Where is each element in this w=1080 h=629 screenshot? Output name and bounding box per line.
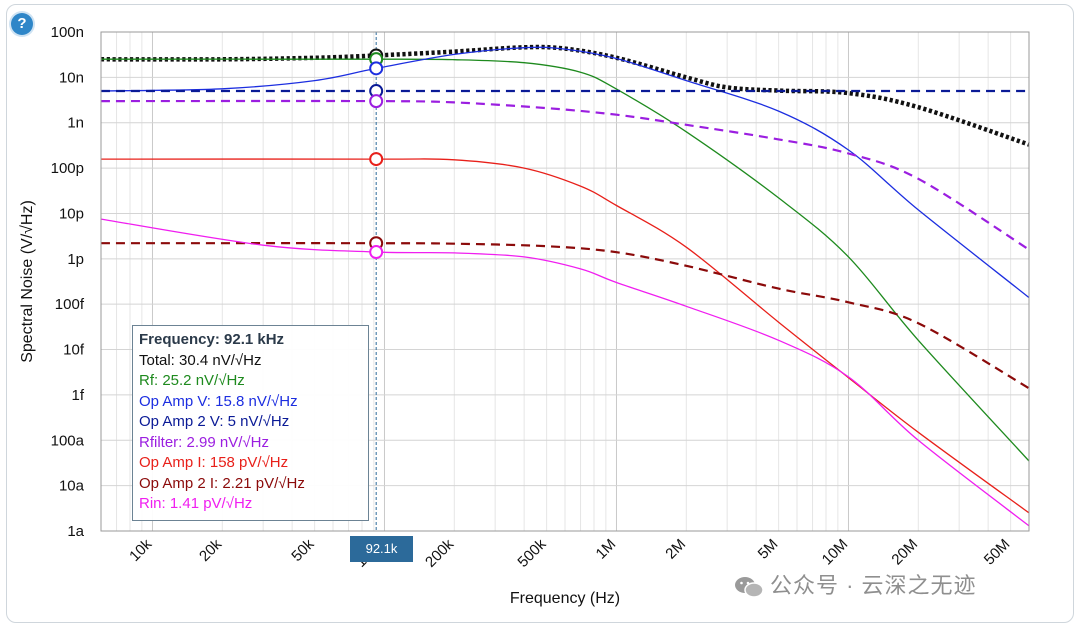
readout-row: Rf: 25.2 nV/√Hz (139, 372, 245, 389)
readout-row: Op Amp 2 I: 2.21 pV/√Hz (139, 474, 305, 492)
y-axis-label: Spectral Noise (V/√Hz) (19, 200, 36, 363)
x-tick-label: 10M (819, 536, 852, 569)
y-tick-label: 1f (71, 387, 84, 404)
readout-row: Op Amp 2 V: 5 nV/√Hz (139, 413, 290, 430)
plot-border (100, 31, 1030, 532)
watermark-text: 公众号 · 云深之无迹 (770, 573, 977, 598)
readout-row: Rfilter: 2.99 nV/√Hz (139, 433, 269, 451)
cursor-frequency-tag[interactable]: 92.1k (350, 536, 413, 562)
help-button[interactable]: ? (11, 13, 33, 35)
wechat-icon (735, 577, 764, 598)
y-tick-label: 1n (67, 115, 84, 132)
x-tick-label: 50M (981, 536, 1014, 569)
series-line (100, 46, 1030, 299)
x-axis-label: Frequency (Hz) (510, 590, 620, 607)
readout-row: Op Amp V: 15.8 nV/√Hz (139, 392, 298, 410)
readout-row: Rin: 1.41 pV/√Hz (139, 495, 253, 512)
y-tick-label: 10p (59, 205, 84, 222)
x-tick-label: 1M (593, 536, 620, 563)
y-tick-label: 100n (51, 24, 84, 41)
y-tick-label: 100p (51, 160, 84, 177)
x-tick-label: 500k (514, 535, 549, 570)
watermark: 公众号 · 云深之无迹 (734, 568, 977, 600)
x-tick-label: 200k (422, 535, 457, 570)
readout-title: Frequency: 92.1 kHz (139, 331, 285, 348)
series-line (100, 158, 1030, 514)
chart-grid (100, 31, 1030, 532)
y-tick-label: 100a (51, 432, 85, 449)
readout-row: Op Amp I: 158 pV/√Hz (139, 454, 289, 471)
x-tick-label: 20k (196, 535, 225, 564)
x-tick-label: 50k (288, 535, 317, 564)
x-tick-label: 20M (888, 536, 921, 569)
x-tick-label: 2M (662, 536, 689, 563)
series-line (100, 218, 1030, 527)
y-tick-label: 10f (63, 342, 85, 359)
readout-row: Total: 30.4 nV/√Hz (139, 351, 262, 369)
y-tick-label: 100f (55, 296, 85, 313)
question-icon: ? (17, 15, 27, 32)
y-tick-label: 10a (59, 478, 85, 495)
x-tick-label: 5M (755, 536, 782, 563)
cursor-markers (369, 48, 384, 260)
y-tick-label: 10n (59, 69, 84, 86)
y-tick-label: 1a (67, 523, 84, 540)
x-tick-label: 10k (126, 535, 155, 564)
y-tick-label: 1p (67, 251, 84, 268)
cursor-marker (369, 61, 384, 76)
cursor-marker (369, 245, 384, 260)
cursor-readout: Frequency: 92.1 kHz Total: 30.4 nV/√Hz Rf… (132, 325, 369, 521)
cursor-marker (369, 152, 384, 167)
cursor-marker (369, 94, 384, 109)
